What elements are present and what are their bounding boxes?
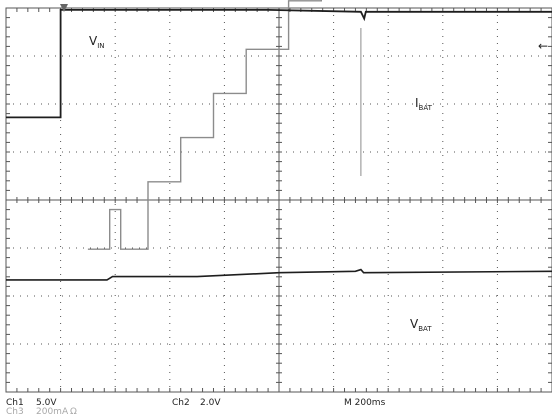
timebase-readout: M 200ms xyxy=(344,398,386,408)
waveform-traces xyxy=(6,0,552,281)
ch1-scale: 5.0V xyxy=(36,398,57,408)
ch2-name: Ch2 xyxy=(172,398,190,408)
trigger-position-marker xyxy=(60,4,68,12)
trace-vin xyxy=(6,9,552,119)
ch1-name: Ch1 xyxy=(6,398,24,408)
vin-label: VIN xyxy=(89,34,105,50)
ch2-scale: 2.0V xyxy=(200,398,221,408)
graticule xyxy=(5,7,552,393)
vbat-label: VBAT xyxy=(410,317,432,333)
trace-vbat xyxy=(6,268,552,281)
trace-ibat xyxy=(87,0,322,250)
ch3-coupling: Ω xyxy=(70,407,77,416)
ch3-name: Ch3 xyxy=(6,407,24,416)
ch3-scale: 200mA xyxy=(36,407,69,416)
trigger-level-arrow-icon: ← xyxy=(538,39,548,53)
ibat-label: IBAT xyxy=(415,96,433,112)
